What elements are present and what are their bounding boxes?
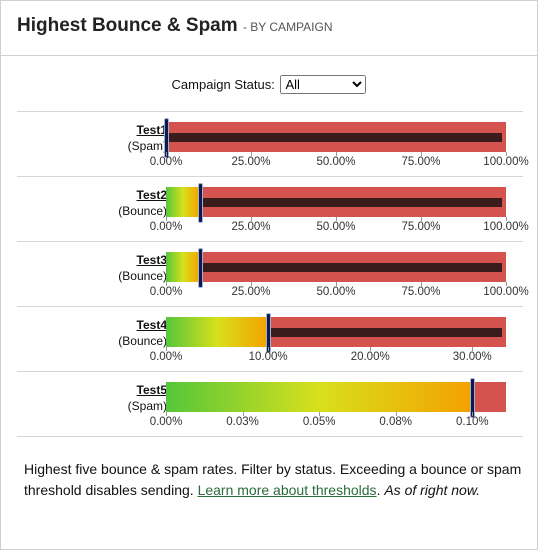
axis-tick-label: 25.00% <box>211 152 291 168</box>
campaign-label: Test1 (Spam) <box>128 122 167 154</box>
axis-tick-label: 30.00% <box>432 347 512 363</box>
campaign-gauge-row: Test4 (Bounce) 0.00% 10.00% 20.00% 30.00% <box>17 306 523 371</box>
gauge-axis: 0.00% 25.00% 50.00% 75.00% 100.00% <box>150 152 529 172</box>
threshold-bar <box>166 183 506 223</box>
campaign-status-filter: Campaign Status: All <box>1 75 537 94</box>
axis-tick-label: 0.00% <box>126 152 206 168</box>
measure-bar <box>200 198 502 207</box>
safe-range-fill <box>166 187 200 217</box>
campaign-name-link[interactable]: Test4 <box>136 318 167 332</box>
as-of-text: As of right now. <box>384 482 481 498</box>
campaign-gauge-row: Test3 (Bounce) 0.00% 25.00% 50.00% 75.00% 100.… <box>17 241 529 306</box>
campaign-type: (Spam) <box>127 139 167 153</box>
campaign-type: (Spam) <box>127 399 167 413</box>
axis-tick-label: 10.00% <box>228 347 308 363</box>
footer-after-link: . <box>376 482 385 498</box>
axis-tick-label: 75.00% <box>381 152 461 168</box>
axis-tick-label: 100.00% <box>466 152 538 168</box>
safe-range-fill <box>166 317 269 347</box>
axis-tick-label: 0.05% <box>279 412 359 428</box>
gauge-axis: 0.00% 0.03% 0.05% 0.08% 0.10% <box>150 412 506 432</box>
axis-tick-label: 0.08% <box>356 412 436 428</box>
rate-marker <box>198 248 203 288</box>
axis-tick-label: 25.00% <box>211 217 291 233</box>
rate-marker <box>198 183 203 223</box>
axis-tick-label: 50.00% <box>296 217 376 233</box>
campaign-gauge-row: Test1 (Spam) 0.00% 25.00% 50.00% 75.00% 100.00… <box>17 111 529 176</box>
campaign-gauge-row: Test5 (Spam) 0.00% 0.03% 0.05% 0.08% 0.10% <box>17 371 523 437</box>
rate-marker <box>266 313 272 353</box>
gauge-axis: 0.00% 25.00% 50.00% 75.00% 100.00% <box>150 282 529 302</box>
safe-range-fill <box>166 382 473 412</box>
campaign-name-link[interactable]: Test3 <box>136 253 167 267</box>
measure-bar <box>200 263 502 272</box>
panel-header: Highest Bounce & Spam - BY CAMPAIGN <box>1 1 537 56</box>
threshold-bar <box>164 118 506 158</box>
footer-text: Highest five bounce & spam rates. Filter… <box>24 461 522 498</box>
campaign-name-link[interactable]: Test2 <box>136 188 167 202</box>
title-text: Highest Bounce & Spam <box>17 15 238 36</box>
axis-tick-label: 0.00% <box>126 282 206 298</box>
axis-tick-label: 20.00% <box>330 347 410 363</box>
campaign-type: (Bounce) <box>118 204 167 218</box>
gauge-axis: 0.00% 10.00% 20.00% 30.00% <box>150 347 506 367</box>
axis-tick-label: 0.10% <box>432 412 512 428</box>
campaign-label: Test5 (Spam) <box>128 382 167 414</box>
campaign-label: Test2 (Bounce) <box>118 187 167 219</box>
axis-tick-label: 0.00% <box>126 347 206 363</box>
thresholds-link[interactable]: Learn more about thresholds <box>197 482 377 498</box>
threshold-bar <box>166 378 506 418</box>
axis-tick-label: 100.00% <box>466 217 538 233</box>
campaign-status-label: Campaign Status: <box>171 77 275 92</box>
gauge-axis: 0.00% 25.00% 50.00% 75.00% 100.00% <box>150 217 529 237</box>
title-subtitle: - BY CAMPAIGN <box>242 20 333 34</box>
footer-description: Highest five bounce & spam rates. Filter… <box>24 459 524 501</box>
campaign-name-link[interactable]: Test1 <box>136 123 167 137</box>
axis-tick-label: 75.00% <box>381 217 461 233</box>
campaign-label: Test3 (Bounce) <box>118 252 167 284</box>
measure-bar <box>268 328 502 337</box>
rate-marker <box>470 378 476 418</box>
campaign-status-select[interactable]: All <box>280 75 367 94</box>
axis-tick-label: 50.00% <box>296 282 376 298</box>
axis-tick-label: 0.00% <box>126 217 206 233</box>
safe-range-fill <box>166 252 200 282</box>
campaign-type: (Bounce) <box>118 334 167 348</box>
campaign-label: Test4 (Bounce) <box>118 317 167 349</box>
measure-bar <box>166 133 502 142</box>
bullet-gauges: Test1 (Spam) 0.00% 25.00% 50.00% 75.00% 100.00… <box>17 111 529 437</box>
axis-tick-label: 50.00% <box>296 152 376 168</box>
axis-tick-label: 100.00% <box>466 282 538 298</box>
axis-tick-label: 0.00% <box>126 412 206 428</box>
campaign-type: (Bounce) <box>118 269 167 283</box>
threshold-bar <box>166 313 506 353</box>
threshold-bar <box>166 248 506 288</box>
axis-tick-label: 75.00% <box>381 282 461 298</box>
panel-title: Highest Bounce & Spam - BY CAMPAIGN <box>17 15 333 37</box>
rate-marker <box>164 118 169 158</box>
campaign-gauge-row: Test2 (Bounce) 0.00% 25.00% 50.00% 75.00% 100.… <box>17 176 529 241</box>
axis-tick-label: 25.00% <box>211 282 291 298</box>
axis-tick-label: 0.03% <box>203 412 283 428</box>
campaign-name-link[interactable]: Test5 <box>136 383 167 397</box>
